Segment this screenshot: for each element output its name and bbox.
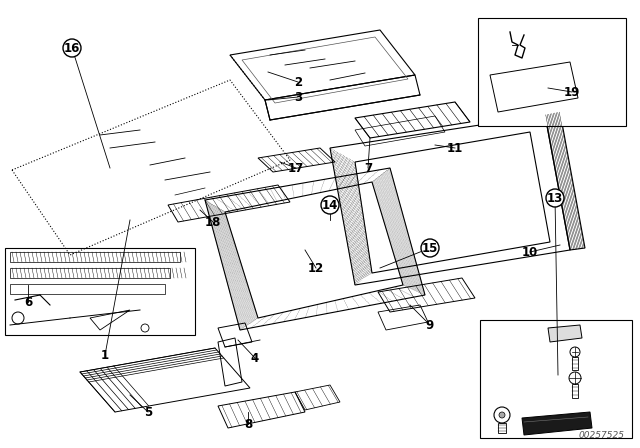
Text: 11: 11	[447, 142, 463, 155]
Text: 19: 19	[564, 86, 580, 99]
Circle shape	[63, 39, 81, 57]
Text: 8: 8	[244, 418, 252, 431]
Text: 18: 18	[205, 215, 221, 228]
Circle shape	[499, 412, 505, 418]
Bar	[478, 18, 626, 126]
Text: 5: 5	[144, 405, 152, 418]
Polygon shape	[548, 325, 582, 342]
Text: 9: 9	[426, 319, 434, 332]
Text: 00257525: 00257525	[579, 431, 625, 440]
Polygon shape	[522, 412, 592, 435]
Text: 6: 6	[24, 296, 32, 309]
Circle shape	[321, 196, 339, 214]
Text: 2: 2	[294, 76, 302, 89]
Text: 13: 13	[547, 191, 563, 204]
Text: 17: 17	[288, 161, 304, 175]
Bar	[498, 423, 506, 433]
Text: 15: 15	[422, 241, 438, 254]
Text: 16: 16	[64, 42, 80, 55]
Text: 1: 1	[101, 349, 109, 362]
Bar	[572, 357, 578, 370]
Text: 14: 14	[322, 198, 338, 211]
Circle shape	[421, 239, 439, 257]
Circle shape	[569, 372, 581, 384]
Circle shape	[546, 189, 564, 207]
Bar	[572, 384, 578, 398]
Text: 7: 7	[364, 161, 372, 175]
Text: 3: 3	[294, 90, 302, 103]
Text: 4: 4	[251, 352, 259, 365]
Bar	[480, 320, 632, 438]
Text: 12: 12	[308, 262, 324, 275]
Circle shape	[570, 347, 580, 357]
Text: 10: 10	[522, 246, 538, 258]
Circle shape	[494, 407, 510, 423]
